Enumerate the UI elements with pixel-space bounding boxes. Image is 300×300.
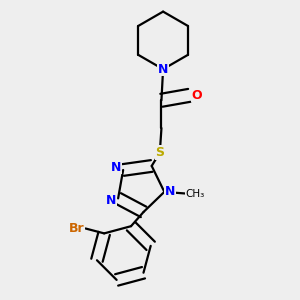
Text: N: N	[106, 194, 116, 208]
Text: N: N	[158, 63, 168, 76]
Text: O: O	[191, 89, 202, 102]
Text: N: N	[165, 185, 175, 198]
Text: CH₃: CH₃	[185, 188, 204, 199]
Text: N: N	[111, 161, 121, 174]
Text: Br: Br	[68, 222, 84, 235]
Text: S: S	[155, 146, 164, 159]
